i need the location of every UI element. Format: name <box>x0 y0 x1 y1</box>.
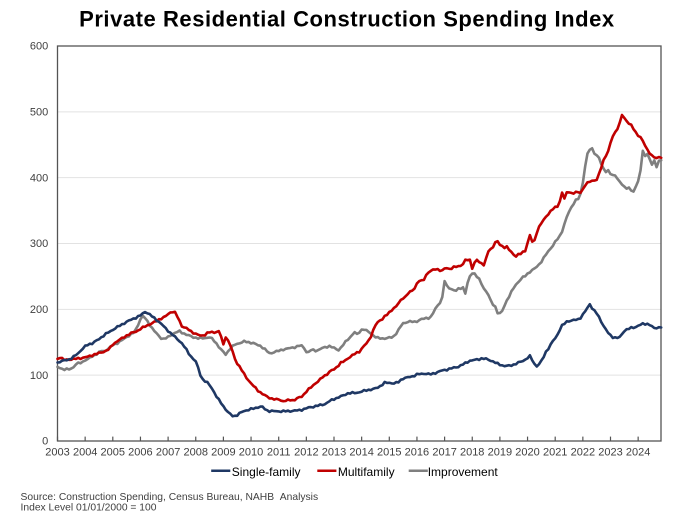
svg-text:2010: 2010 <box>239 447 263 459</box>
svg-text:2003: 2003 <box>45 447 69 459</box>
svg-text:Improvement: Improvement <box>428 465 499 479</box>
svg-text:2017: 2017 <box>432 447 456 459</box>
svg-text:100: 100 <box>30 370 48 382</box>
svg-text:Multifamily: Multifamily <box>338 465 395 479</box>
svg-text:2006: 2006 <box>128 447 152 459</box>
svg-text:2004: 2004 <box>73 447 97 459</box>
svg-text:2015: 2015 <box>377 447 401 459</box>
svg-text:2008: 2008 <box>184 447 208 459</box>
svg-text:Index Level 01/01/2000 = 100: Index Level 01/01/2000 = 100 <box>21 502 157 513</box>
svg-text:2012: 2012 <box>294 447 318 459</box>
svg-text:2022: 2022 <box>571 447 595 459</box>
svg-text:2020: 2020 <box>515 447 539 459</box>
svg-text:2013: 2013 <box>322 447 346 459</box>
svg-text:0: 0 <box>42 436 48 448</box>
svg-text:600: 600 <box>30 41 48 53</box>
svg-text:200: 200 <box>30 304 48 316</box>
svg-text:300: 300 <box>30 238 48 250</box>
svg-text:2018: 2018 <box>460 447 484 459</box>
svg-text:2019: 2019 <box>488 447 512 459</box>
svg-text:2009: 2009 <box>211 447 235 459</box>
svg-text:2024: 2024 <box>626 447 650 459</box>
svg-text:2023: 2023 <box>598 447 622 459</box>
svg-text:2005: 2005 <box>101 447 125 459</box>
svg-text:2007: 2007 <box>156 447 180 459</box>
svg-text:2021: 2021 <box>543 447 567 459</box>
svg-text:2011: 2011 <box>267 447 291 459</box>
svg-text:2014: 2014 <box>349 447 373 459</box>
svg-text:400: 400 <box>30 172 48 184</box>
svg-text:Source: Construction Spending,: Source: Construction Spending, Census Bu… <box>21 492 319 503</box>
svg-text:Private Residential Constructi: Private Residential Construction Spendin… <box>79 6 615 31</box>
svg-text:500: 500 <box>30 106 48 118</box>
svg-text:Single-family: Single-family <box>232 465 301 479</box>
svg-text:2016: 2016 <box>405 447 429 459</box>
